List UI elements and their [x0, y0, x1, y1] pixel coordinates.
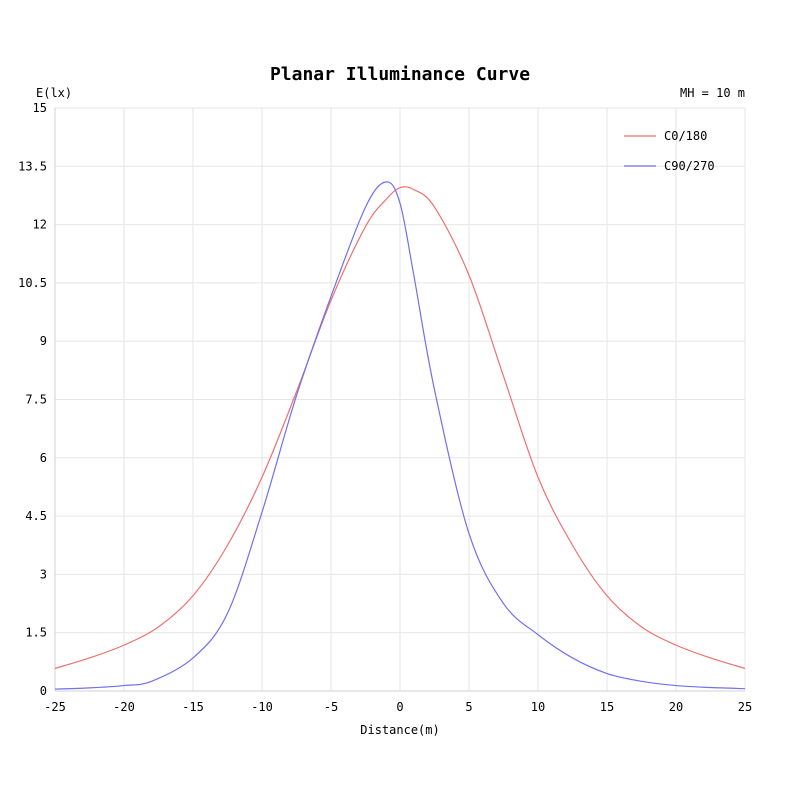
y-tick-label: 13.5 — [18, 159, 47, 173]
mounting-height-annotation: MH = 10 m — [680, 86, 745, 100]
y-axis-label: E(lx) — [36, 86, 72, 100]
legend-label: C0/180 — [664, 129, 707, 143]
x-tick-label: 20 — [669, 700, 683, 714]
y-tick-label: 3 — [40, 567, 47, 581]
y-tick-label: 12 — [33, 218, 47, 232]
legend: C0/180 C90/270 — [624, 129, 715, 173]
x-tick-label: 5 — [465, 700, 472, 714]
y-tick-label: 1.5 — [25, 626, 47, 640]
y-tick-label: 7.5 — [25, 393, 47, 407]
x-axis-label: Distance(m) — [360, 723, 439, 737]
x-tick-label: -25 — [44, 700, 66, 714]
x-tick-label: 0 — [396, 700, 403, 714]
y-tick-label: 4.5 — [25, 509, 47, 523]
x-tick-label: 15 — [600, 700, 614, 714]
x-tick-label: -5 — [324, 700, 338, 714]
y-tick-label: 15 — [33, 101, 47, 115]
x-tick-label: -15 — [182, 700, 204, 714]
y-tick-label: 0 — [40, 684, 47, 698]
x-tick-label: 25 — [738, 700, 752, 714]
x-tick-labels: -25 -20 -15 -10 -5 0 5 10 15 20 25 — [44, 700, 752, 714]
y-tick-label: 9 — [40, 334, 47, 348]
y-tick-labels: 0 1.5 3 4.5 6 7.5 9 10.5 12 13.5 15 — [18, 101, 47, 698]
series-line-c0-180 — [54, 186, 746, 670]
legend-label: C90/270 — [664, 159, 715, 173]
y-tick-label: 10.5 — [18, 276, 47, 290]
series-line-c90-270 — [54, 181, 746, 690]
x-tick-label: -20 — [113, 700, 135, 714]
series-lines — [54, 181, 746, 690]
x-tick-label: 10 — [531, 700, 545, 714]
x-tick-label: -10 — [251, 700, 273, 714]
y-tick-label: 6 — [40, 451, 47, 465]
chart-title: Planar Illuminance Curve — [270, 64, 530, 85]
grid — [54, 107, 746, 692]
